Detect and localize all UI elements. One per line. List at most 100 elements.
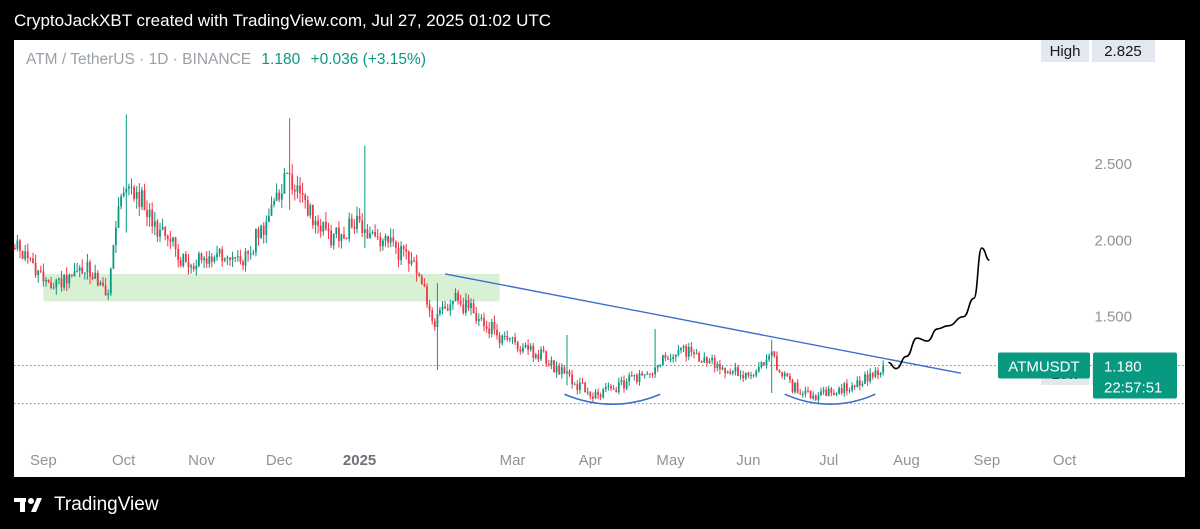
candle <box>809 390 812 400</box>
candle <box>395 240 397 254</box>
candle <box>169 231 172 249</box>
candle <box>563 365 566 375</box>
candle <box>86 253 89 280</box>
candle <box>255 228 257 257</box>
candle <box>275 183 278 202</box>
candle <box>713 354 716 373</box>
last-price-badge: ATMUSDT 1.180 22:57:51 <box>998 352 1177 399</box>
candle <box>439 307 441 317</box>
candle <box>851 382 853 393</box>
candle <box>677 345 680 357</box>
candle <box>646 371 649 376</box>
candle <box>60 271 63 292</box>
candle <box>200 252 203 264</box>
candle <box>519 346 522 355</box>
candle <box>128 183 130 196</box>
candle <box>306 195 309 217</box>
candle <box>353 219 356 234</box>
candle <box>182 253 185 268</box>
candle <box>643 374 646 379</box>
x-axis-label: Jul <box>819 452 838 469</box>
x-axis-label: Nov <box>188 452 215 469</box>
candle <box>656 364 659 373</box>
candle <box>739 370 742 380</box>
candle <box>14 243 16 250</box>
candle <box>426 283 428 308</box>
candle <box>496 323 498 340</box>
candle <box>625 378 628 391</box>
price-chart[interactable]: Sep Oct Nov Dec 2025 Mar Apr May Jun Jul Aug Sep Oct… <box>14 40 1185 477</box>
candle <box>882 360 885 376</box>
candle <box>511 336 514 344</box>
candle <box>760 361 763 369</box>
candle <box>221 246 224 267</box>
candle <box>405 244 408 260</box>
candle <box>413 256 415 263</box>
candle <box>747 371 750 379</box>
candle <box>236 250 239 262</box>
candle <box>166 234 169 247</box>
candle <box>662 354 664 367</box>
candle <box>783 371 786 380</box>
candle <box>99 280 102 286</box>
candle <box>586 387 589 396</box>
candle <box>47 279 50 283</box>
candle <box>433 318 436 331</box>
candle <box>65 267 68 292</box>
x-axis-label: Apr <box>579 452 602 469</box>
candle <box>799 388 802 396</box>
candle <box>345 237 348 240</box>
candle <box>369 226 371 239</box>
candle <box>703 352 706 363</box>
chart-header: CryptoJackXBT created with TradingView.c… <box>14 11 552 30</box>
descending-trendline <box>444 273 962 374</box>
candle <box>249 246 252 260</box>
candle <box>742 370 745 382</box>
candle <box>135 186 138 209</box>
candle <box>516 340 519 353</box>
x-axis-label: Aug <box>893 452 920 469</box>
candle <box>146 200 148 227</box>
candle <box>763 361 765 366</box>
candle <box>636 373 638 385</box>
candle <box>576 380 579 395</box>
candle <box>579 377 581 394</box>
candle <box>602 387 605 399</box>
candle <box>659 364 662 368</box>
candle <box>737 364 739 377</box>
candle <box>231 251 234 267</box>
candle <box>706 356 708 367</box>
candle <box>71 273 73 278</box>
candle <box>674 354 677 362</box>
candle <box>133 184 135 202</box>
candle <box>208 250 211 268</box>
candle <box>477 313 480 327</box>
candle <box>542 345 545 353</box>
candle <box>420 274 423 285</box>
candle <box>708 358 711 364</box>
candle <box>418 272 421 277</box>
candle <box>669 353 672 363</box>
candle <box>309 203 312 219</box>
candle <box>260 224 262 240</box>
candle <box>37 269 40 283</box>
candle <box>296 175 299 199</box>
candle <box>719 359 721 375</box>
candle <box>268 208 270 223</box>
candle <box>327 222 330 239</box>
high-badge: High 2.825 <box>1041 40 1155 62</box>
svg-text:ATMUSDT: ATMUSDT <box>1008 359 1079 376</box>
candle <box>185 251 187 263</box>
candle <box>151 202 154 234</box>
candle <box>120 193 122 210</box>
candle <box>392 228 395 247</box>
candle <box>573 382 576 386</box>
chart-frame[interactable]: Sep Oct Nov Dec 2025 Mar Apr May Jun Jul Aug Sep Oct… <box>14 40 1185 477</box>
candle <box>130 178 133 195</box>
candle <box>524 342 527 349</box>
candle <box>687 343 690 361</box>
candle <box>454 288 457 302</box>
candle <box>148 203 151 227</box>
candle <box>630 371 633 378</box>
candle <box>195 259 198 276</box>
